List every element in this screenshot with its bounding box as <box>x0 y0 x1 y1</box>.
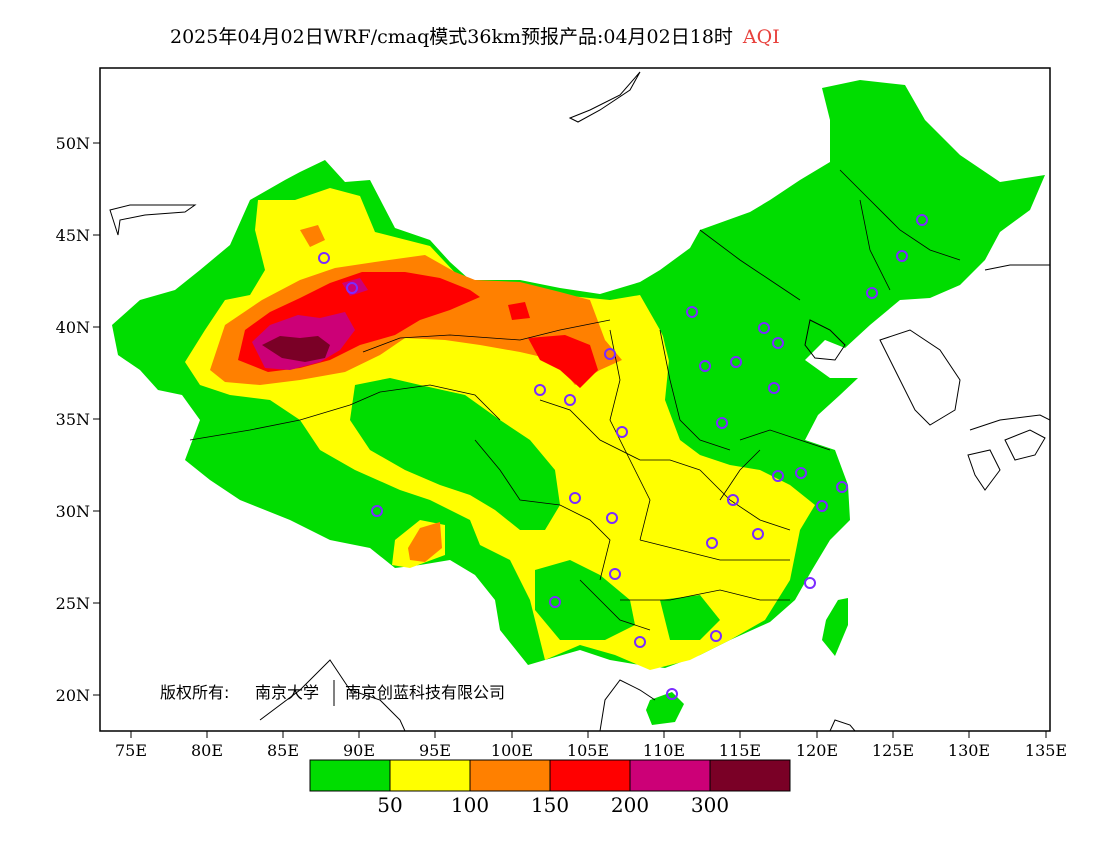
station-markers <box>318 214 928 700</box>
station-marker <box>896 250 908 262</box>
station-marker <box>609 568 621 580</box>
station-marker <box>772 337 784 349</box>
lat-label: 50N <box>56 134 90 153</box>
station-marker <box>758 322 770 334</box>
station-marker <box>634 636 646 648</box>
lon-label: 125E <box>872 741 914 760</box>
station-marker <box>816 500 828 512</box>
copyright-org1: 南京大学 <box>255 683 319 702</box>
station-marker <box>346 282 358 294</box>
station-marker <box>866 287 878 299</box>
lat-label: 45N <box>56 226 90 245</box>
lon-label: 110E <box>643 741 685 760</box>
aqi-zone-below-50-south <box>660 595 720 640</box>
station-marker <box>616 426 628 438</box>
aqi-zone-taiwan <box>822 598 848 656</box>
copyright-prefix: 版权所有: <box>160 683 229 702</box>
colorbar-swatch <box>469 759 551 792</box>
station-marker <box>710 630 722 642</box>
lon-label: 85E <box>267 741 299 760</box>
station-marker <box>686 306 698 318</box>
station-marker <box>371 505 383 517</box>
station-marker <box>804 577 816 589</box>
title-variable: AQI <box>742 26 780 48</box>
lat-label: 20N <box>56 686 90 705</box>
copyright-org2: 南京创蓝科技有限公司 <box>345 683 505 702</box>
lon-label: 80E <box>191 741 223 760</box>
colorbar-swatch <box>629 759 711 792</box>
colorbar-label: 300 <box>691 793 729 817</box>
station-marker <box>768 382 780 394</box>
colorbar-label: 100 <box>451 793 489 817</box>
lon-label: 130E <box>948 741 990 760</box>
lon-label: 135E <box>1025 741 1067 760</box>
station-marker <box>604 348 616 360</box>
lat-label: 25N <box>56 594 90 613</box>
province-boundaries <box>189 169 961 631</box>
lon-label: 105E <box>567 741 609 760</box>
aqi-zone-hainan <box>646 692 684 725</box>
lon-label: 100E <box>491 741 533 760</box>
map-title: 2025年04月02日WRF/cmaq模式36km预报产品:04月02日18时 A… <box>170 22 780 49</box>
lat-label: 30N <box>56 502 90 521</box>
station-marker <box>716 417 728 429</box>
colorbar-label: 150 <box>531 793 569 817</box>
station-marker <box>727 494 739 506</box>
colorbar-label: 50 <box>377 793 402 817</box>
aqi-zone-below-50-qinghai <box>350 378 560 530</box>
station-marker <box>666 688 678 700</box>
station-marker <box>706 537 718 549</box>
aqi-zone-100-150-tianshan <box>300 225 325 247</box>
colorbar-swatch <box>389 759 471 792</box>
colorbar-label: 200 <box>611 793 649 817</box>
lon-label: 115E <box>719 741 761 760</box>
station-marker <box>795 467 807 479</box>
latitude-axis: 50N 45N 40N 35N 30N 25N 20N <box>56 134 100 705</box>
station-marker <box>916 214 928 226</box>
station-marker <box>699 360 711 372</box>
lon-label: 90E <box>343 741 375 760</box>
station-marker <box>730 356 742 368</box>
lon-label: 75E <box>115 741 147 760</box>
lat-label: 35N <box>56 410 90 429</box>
aqi-zone-above-300 <box>262 336 330 362</box>
colorbar-swatch <box>309 759 391 792</box>
title-text: 2025年04月02日WRF/cmaq模式36km预报产品:04月02日18时 <box>170 26 733 48</box>
station-marker <box>772 470 784 482</box>
colorbar <box>309 759 791 792</box>
station-marker <box>836 481 848 493</box>
colorbar-swatch <box>709 759 791 792</box>
station-marker <box>534 384 546 396</box>
station-marker <box>318 252 330 264</box>
station-marker <box>564 394 576 406</box>
coastlines <box>109 71 1050 731</box>
station-marker <box>752 528 764 540</box>
aqi-zone-100-150-tibet <box>408 522 442 562</box>
aqi-zone-below-50-sichuan <box>535 560 635 640</box>
lat-label: 40N <box>56 318 90 337</box>
aqi-zone-150-200-east <box>528 335 598 388</box>
map-content: 版权所有: 南京大学 南京创蓝科技有限公司 <box>109 71 1050 731</box>
lon-label: 120E <box>796 741 838 760</box>
station-marker <box>569 492 581 504</box>
station-marker <box>606 512 618 524</box>
lon-label: 95E <box>419 741 451 760</box>
longitude-axis: 75E 80E 85E 90E 95E 100E 105E 110E 115E … <box>115 731 1067 760</box>
colorbar-swatch <box>549 759 631 792</box>
station-marker <box>549 596 561 608</box>
aqi-zone-150-200-small <box>508 302 530 320</box>
aqi-zone-below-50-huabei <box>655 285 830 445</box>
